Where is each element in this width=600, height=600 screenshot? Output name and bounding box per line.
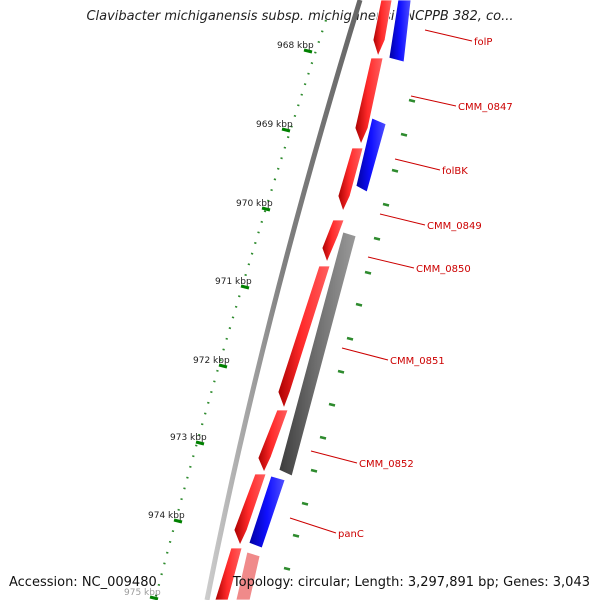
forward-gene-arrow[interactable] (233, 473, 267, 547)
other-feature-arrow[interactable] (278, 231, 357, 477)
gene-label-leader (367, 256, 415, 269)
strand-tick (337, 369, 345, 374)
forward-strand-features (214, 0, 393, 600)
gene-label[interactable]: folP (474, 37, 492, 48)
forward-gene-arrow[interactable] (257, 409, 289, 473)
gene-label-leader (410, 95, 457, 107)
strand-tick (355, 302, 363, 307)
tick-mark (240, 284, 250, 290)
tick-label: 972 kbp (193, 356, 230, 366)
strand-tick (346, 336, 354, 341)
strand-tick (408, 98, 416, 103)
gene-label[interactable]: CMM_0852 (359, 459, 414, 470)
tick-mark (149, 595, 159, 600)
gene-label[interactable]: CMM_0851 (390, 356, 445, 367)
gene-label-leader (341, 347, 389, 361)
forward-gene-arrow[interactable] (337, 147, 364, 213)
tick-label: 969 kbp (256, 120, 293, 130)
tick-label: 975 kbp (124, 588, 161, 598)
forward-gene-arrow[interactable] (372, 0, 393, 58)
strand-tick (283, 566, 291, 571)
gene-label-leader (379, 213, 426, 226)
strand-tick (328, 402, 336, 407)
strand-tick (301, 501, 309, 506)
tick-mark (218, 363, 228, 369)
gene-label[interactable]: folBK (442, 166, 468, 177)
strand-tick (319, 435, 327, 440)
forward-gene-arrow[interactable] (277, 265, 331, 410)
tick-mark (195, 440, 205, 446)
tick-label: 973 kbp (170, 433, 207, 443)
forward-gene-arrow[interactable] (354, 57, 384, 146)
gene-labels: folP CMM_0847 folBK CMM_0849 CMM_0850 CMM_085… (289, 29, 513, 540)
reverse-gene-arrow[interactable] (388, 0, 412, 63)
tick-mark (303, 48, 313, 54)
scale-ticks: 968 kbp 969 kbp 970 kbp 971 kbp 972 kbp 973 k… (124, 41, 314, 600)
gene-label[interactable]: CMM_0850 (416, 264, 471, 275)
tick-mark (281, 127, 291, 133)
accession-text: Accession: NC_009480 (9, 575, 157, 590)
gene-label[interactable]: CMM_0847 (458, 102, 513, 113)
minor-tick-line (153, 19, 328, 600)
strand-tick-marks (283, 98, 416, 571)
tick-label: 974 kbp (148, 511, 185, 521)
backbone-arc (204, 0, 363, 600)
reverse-gene-arrow[interactable] (355, 117, 387, 193)
gene-label-leader (424, 29, 473, 42)
forward-gene-arrow[interactable] (235, 551, 261, 600)
reverse-gene-arrow[interactable] (248, 475, 286, 549)
strand-tick (364, 270, 372, 275)
tick-label: 970 kbp (236, 199, 273, 209)
forward-gene-arrow[interactable] (214, 547, 243, 600)
gene-label-leader (394, 158, 441, 171)
tick-mark (261, 206, 271, 212)
strand-tick (373, 236, 381, 241)
gene-label-leader (289, 517, 337, 534)
strand-tick (292, 533, 300, 538)
strand-tick (391, 168, 399, 173)
tick-label: 968 kbp (277, 41, 314, 51)
strand-tick (310, 468, 318, 473)
tick-label: 971 kbp (215, 277, 252, 287)
genome-summary: Topology: circular; Length: 3,297,891 bp… (232, 575, 590, 590)
reverse-strand-features (248, 0, 412, 549)
tick-mark (173, 518, 183, 524)
gene-label-leader (310, 450, 358, 464)
strand-tick (400, 132, 408, 137)
strand-tick (382, 202, 390, 207)
gene-label[interactable]: panC (338, 529, 364, 540)
forward-gene-arrow[interactable] (321, 219, 345, 264)
gene-label[interactable]: CMM_0849 (427, 221, 482, 232)
